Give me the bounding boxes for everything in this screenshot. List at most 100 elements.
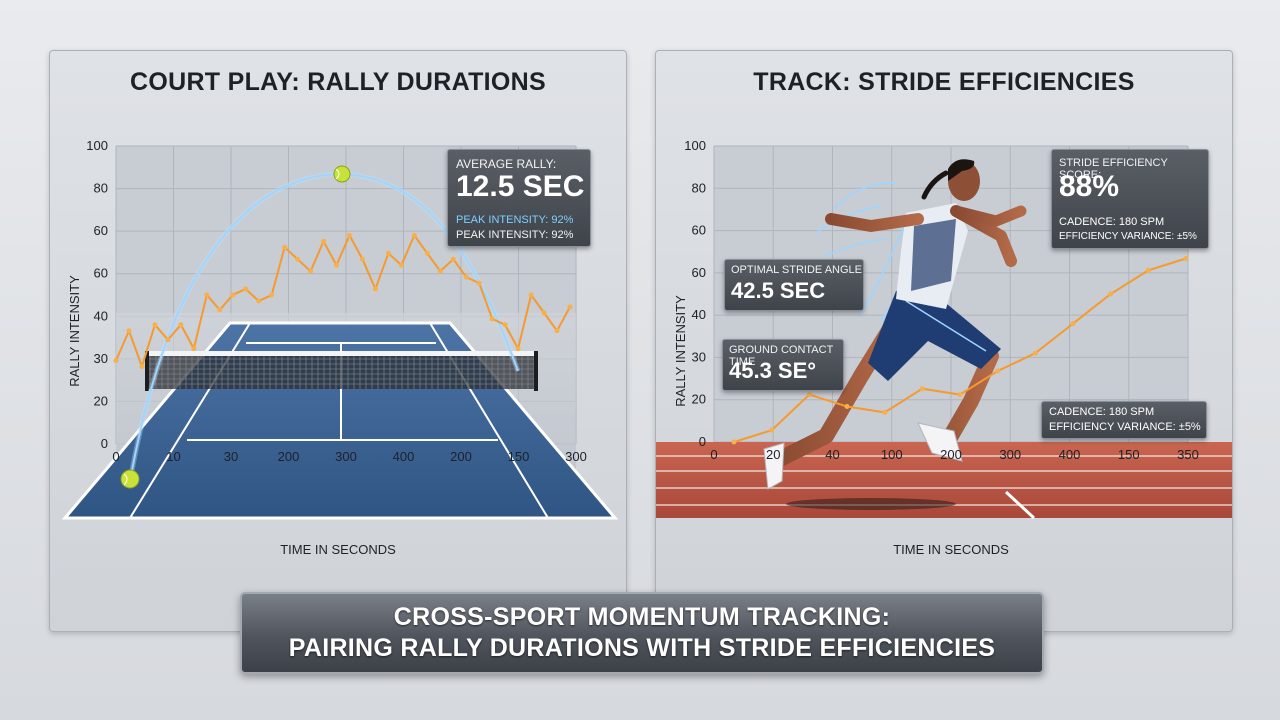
- x-tick-label: 100: [881, 447, 903, 462]
- banner-line-1: CROSS-SPORT MOMENTUM TRACKING:: [393, 603, 891, 631]
- data-point: [269, 292, 275, 298]
- data-point: [769, 427, 775, 433]
- data-point: [204, 292, 210, 298]
- runner-figure: [763, 159, 1027, 490]
- data-point: [295, 256, 301, 262]
- data-point: [230, 292, 236, 298]
- data-point: [372, 286, 378, 292]
- ground-contact-value: 45.3 SE°: [729, 358, 817, 383]
- y-tick-label: 40: [94, 308, 108, 323]
- peak-intensity-label-2: PEAK INTENSITY: 92%: [456, 229, 574, 241]
- right-y-axis-label: RALLY INTENSITY: [673, 295, 688, 407]
- data-point: [882, 409, 888, 415]
- y-tick-label: 100: [684, 138, 706, 153]
- tennis-net: [145, 351, 538, 391]
- x-tick-label: 400: [393, 449, 415, 464]
- x-tick-label: 150: [1118, 447, 1140, 462]
- data-point: [282, 244, 288, 250]
- data-point: [541, 310, 547, 316]
- y-tick-label: 0: [699, 434, 706, 449]
- y-tick-label: 0: [101, 436, 108, 451]
- stride-angle-callout: OPTIMAL STRIDE ANGLE 42.5 SEC: [724, 259, 864, 311]
- stride-score-label: STRIDE EFFICIENCY SCORE:: [1059, 157, 1168, 181]
- data-point: [411, 232, 417, 238]
- right-x-axis-label: TIME IN SECONDS: [893, 542, 1009, 557]
- data-point: [806, 392, 812, 398]
- stride-score-value: 88%: [1059, 170, 1120, 203]
- title-banner: CROSS-SPORT MOMENTUM TRACKING: PAIRING R…: [240, 592, 1044, 674]
- data-point: [359, 256, 365, 262]
- x-tick-label: 30: [224, 449, 238, 464]
- data-point: [321, 238, 327, 244]
- data-point: [476, 280, 482, 286]
- ground-contact-callout: GROUND CONTACT TIME 45.3 SE°: [722, 339, 844, 391]
- peak-intensity-label-1: PEAK INTENSITY: 92%: [456, 214, 574, 226]
- data-point: [1108, 291, 1114, 297]
- ground-contact-label: GROUND CONTACT TIME: [729, 344, 834, 368]
- data-point: [489, 316, 495, 322]
- cadence-label-1: CADENCE: 180 SPM: [1059, 216, 1165, 228]
- y-tick-label: 20: [692, 392, 706, 407]
- data-point: [165, 337, 171, 343]
- x-tick-label: 300: [335, 449, 357, 464]
- x-tick-label: 200: [278, 449, 300, 464]
- data-point: [731, 439, 737, 445]
- y-tick-label: 80: [94, 181, 108, 196]
- data-point: [398, 262, 404, 268]
- cadence-label-2: CADENCE: 180 SPM: [1049, 406, 1155, 418]
- data-point: [995, 368, 1001, 374]
- left-y-axis-label: RALLY INTENSITY: [67, 275, 82, 387]
- average-rally-callout: AVERAGE RALLY: 12.5 SEC PEAK INTENSITY: …: [447, 149, 591, 247]
- data-point: [152, 322, 158, 328]
- y-tick-label: 60: [94, 266, 108, 281]
- data-point: [308, 268, 314, 274]
- data-point: [178, 322, 184, 328]
- data-point: [1032, 350, 1038, 356]
- data-point: [113, 358, 119, 364]
- data-point: [256, 298, 262, 304]
- data-point: [554, 328, 560, 334]
- right-chart-title: TRACK: STRIDE EFFICIENCIES: [753, 68, 1135, 96]
- data-point: [191, 346, 197, 352]
- data-point: [437, 268, 443, 274]
- stride-efficiency-panel: TRACK: STRIDE EFFICIENCIES: [655, 50, 1233, 632]
- data-point: [1183, 255, 1189, 261]
- data-point: [334, 262, 340, 268]
- cadence-callout: CADENCE: 180 SPM EFFICIENCY VARIANCE: ±5…: [1041, 401, 1207, 439]
- x-tick-label: 0: [710, 447, 717, 462]
- y-tick-label: 30: [692, 349, 706, 364]
- y-tick-label: 30: [94, 351, 108, 366]
- efficiency-variance-label-1: EFFICIENCY VARIANCE: ±5%: [1059, 231, 1197, 242]
- data-point: [385, 250, 391, 256]
- data-point: [844, 403, 850, 409]
- x-tick-label: 300: [999, 447, 1021, 462]
- y-tick-label: 40: [692, 307, 706, 322]
- x-tick-label: 10: [166, 449, 180, 464]
- data-point: [450, 256, 456, 262]
- data-point: [1070, 321, 1076, 327]
- data-point: [567, 304, 573, 310]
- x-tick-label: 150: [508, 449, 530, 464]
- data-point: [502, 322, 508, 328]
- left-x-axis-label: TIME IN SECONDS: [280, 542, 396, 557]
- data-point: [919, 386, 925, 392]
- ball-trajectory-arc: [129, 172, 519, 482]
- data-point: [217, 307, 223, 313]
- data-point: [463, 274, 469, 280]
- stride-angle-label: OPTIMAL STRIDE ANGLE: [731, 264, 863, 276]
- rally-duration-panel: COURT PLAY: RALLY DURATIONS: [49, 50, 627, 632]
- data-point: [346, 232, 352, 238]
- x-tick-label: 0: [112, 449, 119, 464]
- x-tick-label: 200: [940, 447, 962, 462]
- x-tick-label: 350: [1177, 447, 1199, 462]
- y-tick-label: 20: [94, 393, 108, 408]
- y-tick-label: 100: [86, 138, 108, 153]
- x-tick-label: 400: [1059, 447, 1081, 462]
- data-point: [424, 250, 430, 256]
- x-tick-label: 200: [450, 449, 472, 464]
- x-tick-label: 300: [565, 449, 587, 464]
- average-rally-label: AVERAGE RALLY:: [456, 157, 557, 171]
- x-tick-label: 20: [766, 447, 780, 462]
- data-point: [1145, 267, 1151, 273]
